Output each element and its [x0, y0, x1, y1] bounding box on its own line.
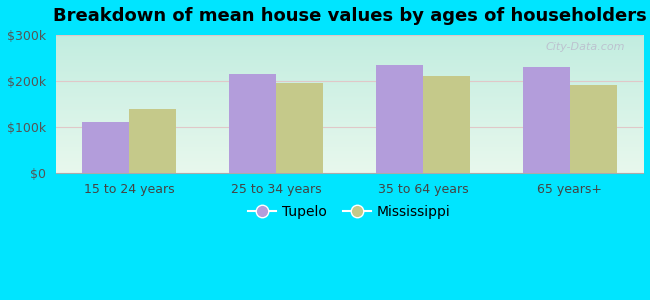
Bar: [376, 65, 423, 173]
Bar: [523, 67, 569, 173]
Legend: Tupelo, Mississippi: Tupelo, Mississippi: [243, 199, 456, 224]
Bar: [423, 76, 470, 173]
Bar: [569, 85, 617, 173]
Text: City-Data.com: City-Data.com: [546, 42, 625, 52]
Bar: [129, 109, 176, 173]
Bar: [82, 122, 129, 173]
Bar: [276, 83, 323, 173]
Bar: [229, 74, 276, 173]
Title: Breakdown of mean house values by ages of householders: Breakdown of mean house values by ages o…: [53, 7, 646, 25]
